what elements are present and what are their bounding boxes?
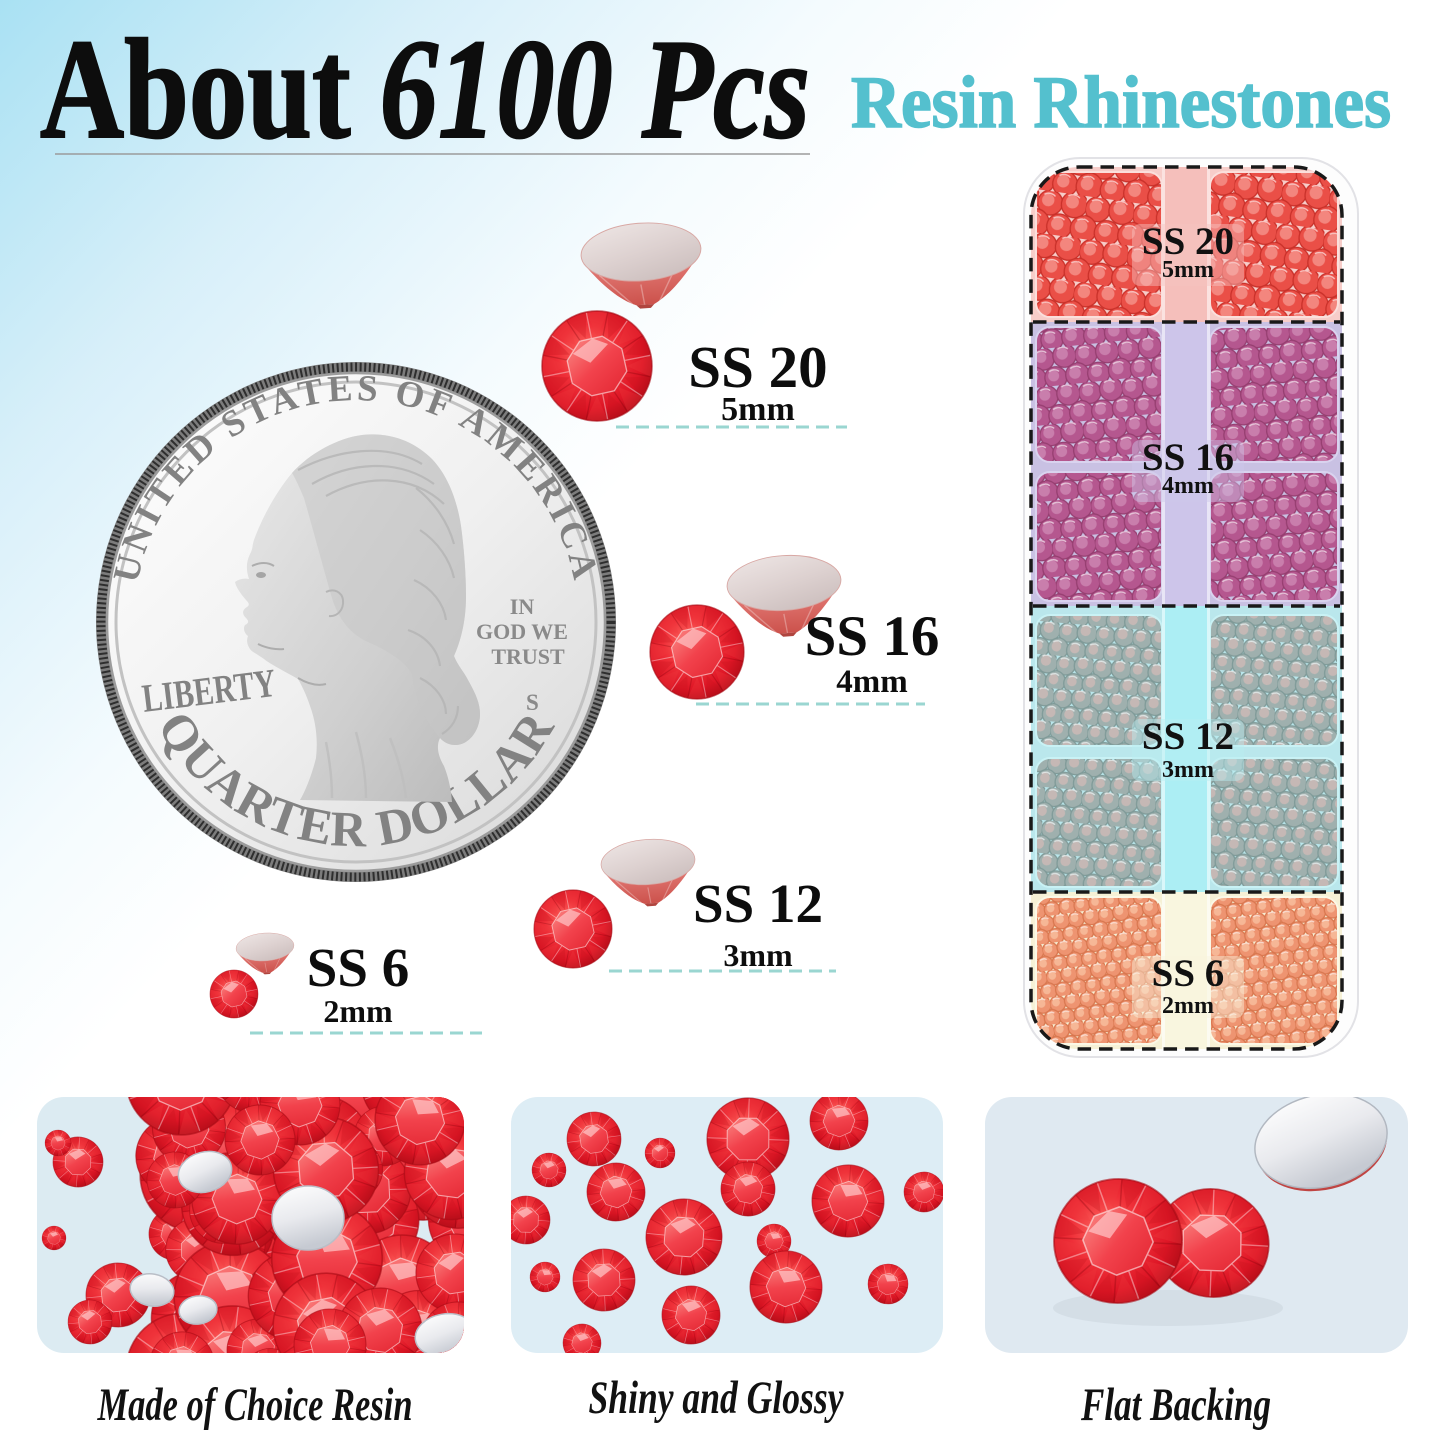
svg-text:SS 12: SS 12: [1142, 715, 1234, 758]
svg-text:SS 20: SS 20: [1142, 220, 1234, 263]
svg-text:5mm: 5mm: [721, 391, 795, 428]
svg-text:SS 6: SS 6: [1152, 952, 1225, 995]
svg-text:About 6100 Pcs: About 6100 Pcs: [40, 10, 810, 168]
svg-text:3mm: 3mm: [723, 937, 793, 973]
svg-text:IN: IN: [510, 594, 535, 619]
svg-text:2mm: 2mm: [323, 993, 393, 1029]
svg-text:5mm: 5mm: [1162, 257, 1214, 283]
svg-text:Shiny and Glossy: Shiny and Glossy: [589, 1372, 844, 1424]
svg-text:4mm: 4mm: [836, 664, 907, 700]
svg-text:SS 6: SS 6: [307, 937, 409, 998]
svg-text:SS 16: SS 16: [805, 605, 940, 668]
svg-text:TRUST: TRUST: [491, 644, 565, 669]
svg-text:Flat Backing: Flat Backing: [1080, 1379, 1271, 1431]
svg-text:GOD WE: GOD WE: [476, 619, 568, 644]
svg-text:Made of Choice Resin: Made of Choice Resin: [97, 1379, 413, 1431]
svg-text:SS 12: SS 12: [693, 873, 823, 934]
svg-text:2mm: 2mm: [1162, 993, 1214, 1019]
svg-text:Resin Rhinestones: Resin Rhinestones: [851, 62, 1391, 144]
svg-text:S: S: [526, 690, 539, 715]
svg-text:SS 16: SS 16: [1142, 436, 1234, 479]
svg-text:4mm: 4mm: [1162, 473, 1214, 499]
svg-text:3mm: 3mm: [1162, 757, 1214, 783]
svg-text:SS 20: SS 20: [688, 334, 827, 400]
